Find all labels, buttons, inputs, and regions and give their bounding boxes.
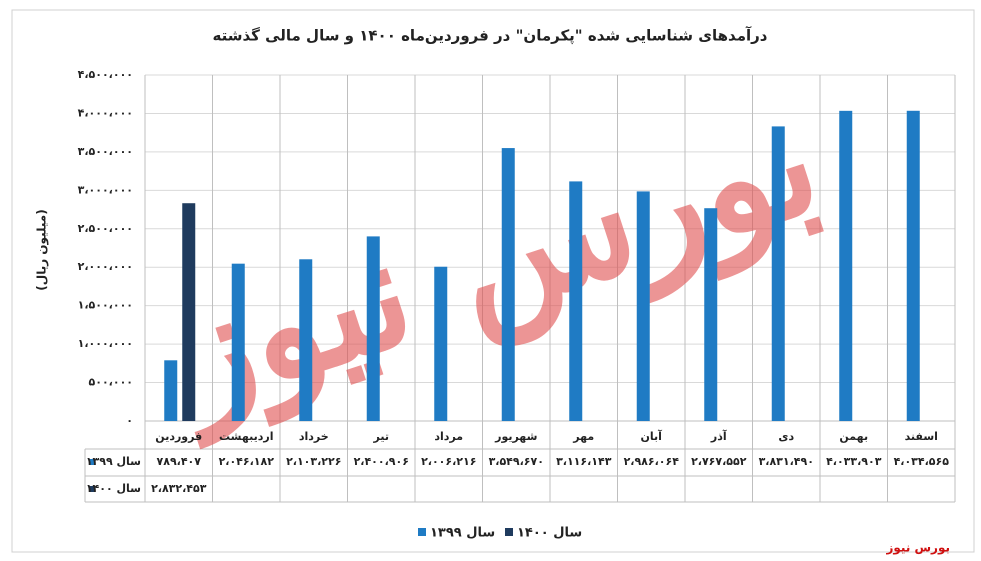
legend-key <box>418 528 426 536</box>
bar <box>501 148 515 421</box>
x-tick-label: آذر <box>710 429 727 443</box>
bar <box>636 191 650 421</box>
legend-key <box>505 528 513 536</box>
x-tick-label: خرداد <box>299 430 329 443</box>
bar <box>704 208 718 421</box>
table-value: ۷۸۹،۴۰۷ <box>157 455 202 468</box>
y-tick-label: ۲،۵۰۰،۰۰۰ <box>78 222 133 235</box>
y-tick-label: ۱،۰۰۰،۰۰۰ <box>78 337 133 350</box>
legend-label: سال ۱۴۰۰ <box>517 526 582 541</box>
table-value: ۲،۸۳۲،۴۵۳ <box>151 482 207 495</box>
bar <box>771 126 785 421</box>
x-tick-label: مرداد <box>434 430 463 443</box>
table-value: ۳،۱۱۶،۱۴۳ <box>556 455 612 468</box>
chart-frame <box>11 9 975 553</box>
x-tick-label: تیر <box>373 430 389 443</box>
x-tick-label: شهریور <box>494 430 537 443</box>
bar <box>231 263 245 421</box>
bar <box>839 110 853 421</box>
y-tick-label: ۲،۰۰۰،۰۰۰ <box>78 260 133 273</box>
legend-label: سال ۱۳۹۹ <box>430 526 495 541</box>
y-tick-label: ۴،۵۰۰،۰۰۰ <box>78 68 133 81</box>
bar <box>434 266 448 421</box>
table-value: ۲،۰۰۶،۲۱۶ <box>421 455 476 468</box>
x-tick-label: بهمن <box>839 430 868 443</box>
y-tick-label: ۵۰۰،۰۰۰ <box>89 376 133 389</box>
table-value: ۴،۰۳۴،۵۶۵ <box>894 455 950 468</box>
table-value: ۲،۹۸۶،۰۶۴ <box>624 455 680 468</box>
x-tick-label: اردیبهشت <box>219 430 273 443</box>
table-value: ۲،۴۰۰،۹۰۶ <box>354 455 409 468</box>
table-row-header: سال ۱۳۹۹ <box>86 455 141 468</box>
table-value: ۴،۰۳۳،۹۰۳ <box>826 455 882 468</box>
bar <box>164 360 178 421</box>
y-tick-label: ۳،۰۰۰،۰۰۰ <box>78 183 133 196</box>
watermark: بورس نیوز <box>144 71 839 449</box>
table-value: ۳،۸۳۱،۴۹۰ <box>759 455 814 468</box>
x-tick-label: فروردین <box>155 430 202 443</box>
y-tick-label: ۴،۰۰۰،۰۰۰ <box>78 106 133 119</box>
bar <box>906 110 920 422</box>
chart-title: درآمدهای شناسایی شده "پکرمان" در فروردین… <box>213 27 768 46</box>
table-value: ۲،۰۴۶،۱۸۲ <box>219 455 275 468</box>
table-value: ۲،۷۶۷،۵۵۲ <box>691 455 747 468</box>
bar <box>366 236 380 421</box>
x-tick-label: اسفند <box>905 430 938 443</box>
y-tick-label: ۰ <box>126 414 133 427</box>
table-value: ۳،۵۴۹،۶۷۰ <box>489 455 544 468</box>
y-tick-label: ۳،۵۰۰،۰۰۰ <box>78 145 133 158</box>
table-legend-key <box>89 486 95 492</box>
table-legend-key <box>89 459 95 465</box>
bar <box>182 203 196 421</box>
y-axis-label: (میلیون ریال) <box>35 209 50 290</box>
x-tick-label: مهر <box>572 430 594 443</box>
bar <box>299 259 313 421</box>
y-tick-label: ۱،۵۰۰،۰۰۰ <box>78 299 133 312</box>
table-row-header: سال ۱۴۰۰ <box>86 482 141 495</box>
source: بورس نیوز <box>885 541 950 556</box>
x-tick-label: آبان <box>641 429 663 443</box>
x-tick-label: دی <box>778 430 794 443</box>
bar <box>569 181 583 421</box>
table-value: ۲،۱۰۳،۲۲۶ <box>286 455 341 468</box>
